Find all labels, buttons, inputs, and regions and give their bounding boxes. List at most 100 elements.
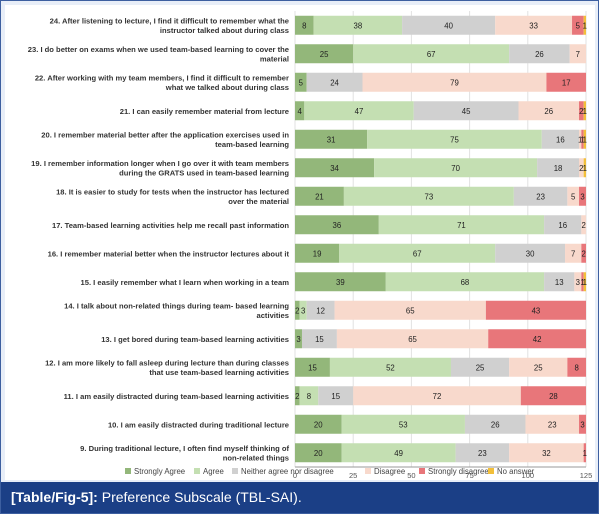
bar-segment: [329, 357, 451, 377]
data-label: 73: [425, 192, 434, 201]
bar-segment: [583, 129, 586, 149]
data-label: 34: [330, 164, 339, 173]
bar-segment: [518, 101, 580, 121]
data-label: 1: [580, 278, 584, 287]
bar-segment: [583, 101, 586, 121]
category-label: 9. During traditional lecture, I often f…: [80, 444, 289, 463]
bar-segment: [367, 129, 542, 149]
category-label: 14. I talk about non-related things duri…: [64, 302, 289, 321]
data-label: 25: [320, 50, 329, 59]
legend-label: Agree: [203, 467, 224, 476]
bar-segment: [318, 386, 354, 406]
category-label: 13. I get bored during team-based learni…: [101, 335, 289, 344]
data-label: 7: [576, 50, 580, 59]
bar-segment: [295, 329, 302, 349]
bar-segment: [579, 414, 586, 434]
bar-segment: [362, 72, 547, 92]
legend-swatch: [365, 468, 371, 474]
figure-caption: [Table/Fig-5]: Preference Subscale (TBL-…: [1, 482, 598, 513]
data-label: 68: [461, 278, 470, 287]
data-label: 36: [333, 221, 342, 230]
data-label: 12: [316, 306, 325, 315]
bar-segment: [295, 443, 342, 463]
bar-segment: [295, 44, 354, 64]
legend-label: No answer: [497, 467, 535, 476]
bar-segment: [509, 357, 568, 377]
data-label: 67: [427, 50, 436, 59]
data-label: 71: [457, 221, 466, 230]
bar-segment: [579, 129, 582, 149]
data-label: 1: [580, 135, 584, 144]
bar-segment: [581, 272, 584, 292]
bar-segment: [295, 243, 340, 263]
bar-segment: [304, 101, 414, 121]
data-label: 24: [330, 78, 339, 87]
bar-segment: [583, 158, 586, 178]
bar-segment: [295, 414, 342, 434]
bar-segment: [306, 72, 363, 92]
data-label: 52: [386, 363, 395, 372]
data-label: 70: [451, 164, 460, 173]
bar-segment: [413, 101, 519, 121]
bar-segment: [301, 329, 337, 349]
data-label: 13: [555, 278, 564, 287]
category-label: 19. I remember information longer when I…: [31, 159, 289, 178]
data-label: 15: [331, 392, 340, 401]
bar-segment: [464, 414, 526, 434]
legend-swatch: [419, 468, 425, 474]
data-label: 18: [554, 164, 563, 173]
data-label: 2: [579, 164, 583, 173]
data-label: 47: [355, 107, 364, 116]
data-label: 15: [308, 363, 317, 372]
bar-segment: [546, 72, 586, 92]
category-label: 23. I do better on exams when we used te…: [28, 45, 289, 64]
legend-swatch: [488, 468, 494, 474]
bar-segment: [295, 72, 307, 92]
bar-segment: [295, 386, 300, 406]
bar-segment: [295, 129, 368, 149]
data-label: 20: [314, 449, 323, 458]
bar-segment: [567, 186, 580, 206]
data-label: 8: [307, 392, 311, 401]
data-label: 65: [408, 335, 417, 344]
bar-segment: [299, 386, 319, 406]
data-label: 38: [354, 21, 363, 30]
x-tick-label: 125: [580, 471, 593, 480]
category-label: 10. I am easily distracted during tradit…: [108, 420, 289, 429]
data-label: 30: [526, 249, 535, 258]
category-label: 18. It is easier to study for tests when…: [56, 188, 289, 207]
data-label: 26: [544, 107, 553, 116]
bar-segment: [402, 15, 496, 35]
bar-segment: [581, 215, 586, 235]
bar-segment: [455, 443, 510, 463]
data-label: 3: [296, 335, 300, 344]
bar-segment: [295, 101, 305, 121]
bar-segment: [581, 129, 584, 149]
data-label: 4: [297, 107, 302, 116]
data-label: 25: [534, 363, 543, 372]
data-label: 2: [579, 107, 583, 116]
bar-segment: [567, 357, 586, 377]
bar-segment: [565, 243, 582, 263]
data-label: 32: [542, 449, 551, 458]
bar-segment: [450, 357, 510, 377]
bar-segment: [574, 272, 582, 292]
category-label: 21. I can easily remember material from …: [120, 107, 289, 116]
bar-segment: [537, 158, 580, 178]
bar-segment: [579, 186, 586, 206]
data-label: 23: [548, 420, 557, 429]
data-label: 31: [327, 135, 336, 144]
bar-segment: [295, 357, 330, 377]
bar-segment: [295, 186, 344, 206]
bar-segment: [334, 300, 486, 320]
stacked-bar-chart: 24. After listening to lecture, I find i…: [28, 11, 593, 480]
bar-segment: [295, 300, 300, 320]
bar-segment: [495, 15, 573, 35]
data-label: 33: [529, 21, 538, 30]
bar-segment: [583, 443, 586, 463]
category-label: 20. I remember material better after the…: [41, 131, 289, 150]
data-label: 23: [478, 449, 487, 458]
data-label: 45: [462, 107, 471, 116]
bar-segment: [299, 300, 307, 320]
data-label: 1: [578, 135, 582, 144]
